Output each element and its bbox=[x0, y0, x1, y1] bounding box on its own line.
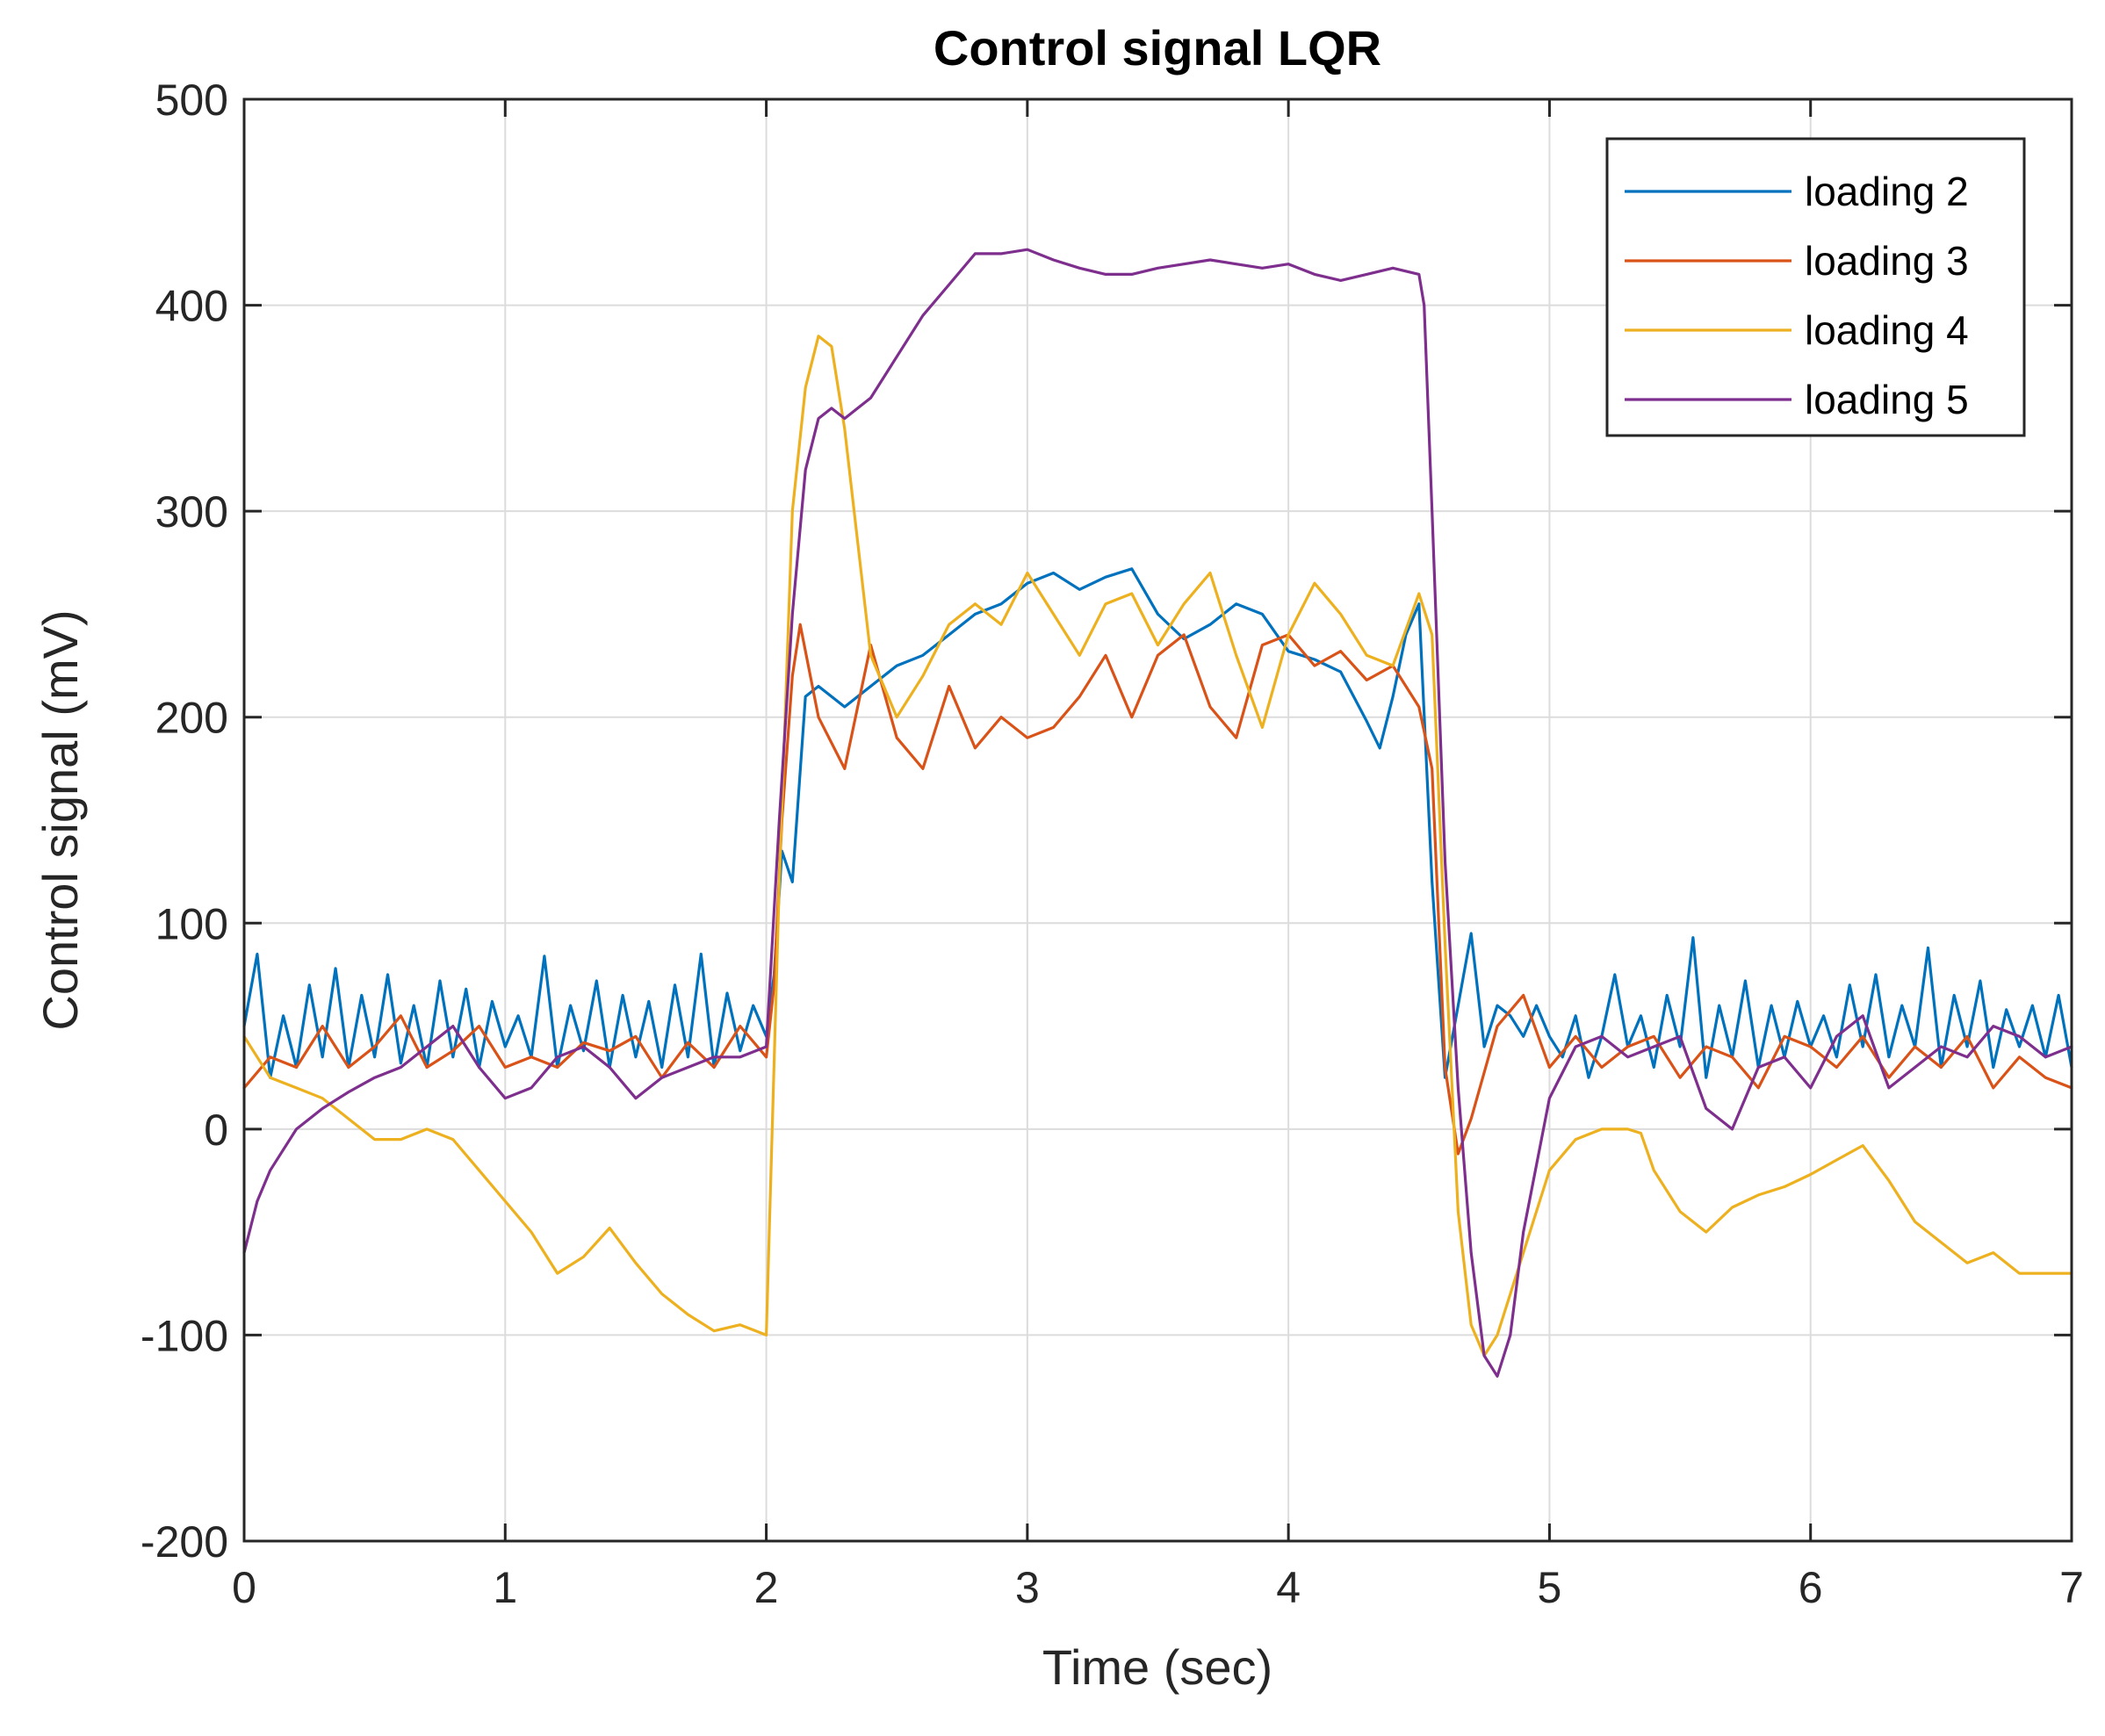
series-line-loading-5 bbox=[242, 248, 2073, 1378]
y-tick-label: -200 bbox=[141, 1517, 228, 1567]
x-tick-label: 0 bbox=[232, 1563, 256, 1612]
x-tick-label: 4 bbox=[1276, 1563, 1301, 1612]
x-tick-label: 3 bbox=[1015, 1563, 1040, 1612]
axis-ticks: 0 1 2 3 4 5 6 7 -200 -100 0 100 200 300 400 500 bbox=[141, 76, 2084, 1612]
y-axis-title: Control signal (mV) bbox=[32, 609, 88, 1030]
x-tick-label: 1 bbox=[493, 1563, 517, 1612]
y-tick-label: 100 bbox=[155, 899, 228, 948]
series-lines bbox=[242, 248, 2073, 1378]
chart-title: Control signal LQR bbox=[934, 20, 1381, 76]
legend-label: loading 5 bbox=[1805, 377, 1969, 422]
legend: loading 2 loading 3 loading 4 loading 5 bbox=[1605, 137, 2026, 437]
x-tick-label: 6 bbox=[1799, 1563, 1823, 1612]
legend-label: loading 2 bbox=[1805, 169, 1969, 214]
y-tick-label: -100 bbox=[141, 1311, 228, 1360]
x-tick-label: 7 bbox=[2059, 1563, 2084, 1612]
y-tick-label: 200 bbox=[155, 694, 228, 743]
plot-frame bbox=[242, 97, 2073, 1543]
y-tick-label: 0 bbox=[204, 1106, 228, 1155]
legend-label: loading 4 bbox=[1805, 307, 1969, 353]
legend-box bbox=[1605, 137, 2026, 437]
legend-label: loading 3 bbox=[1805, 238, 1969, 284]
y-tick-label: 500 bbox=[155, 76, 228, 125]
series-line-loading-3 bbox=[242, 623, 2073, 1156]
x-tick-label: 2 bbox=[754, 1563, 779, 1612]
series-line-loading-4 bbox=[242, 335, 2073, 1358]
x-axis-title: Time (sec) bbox=[1042, 1639, 1272, 1695]
y-tick-label: 400 bbox=[155, 282, 228, 331]
y-tick-label: 300 bbox=[155, 487, 228, 537]
x-tick-label: 5 bbox=[1538, 1563, 1562, 1612]
